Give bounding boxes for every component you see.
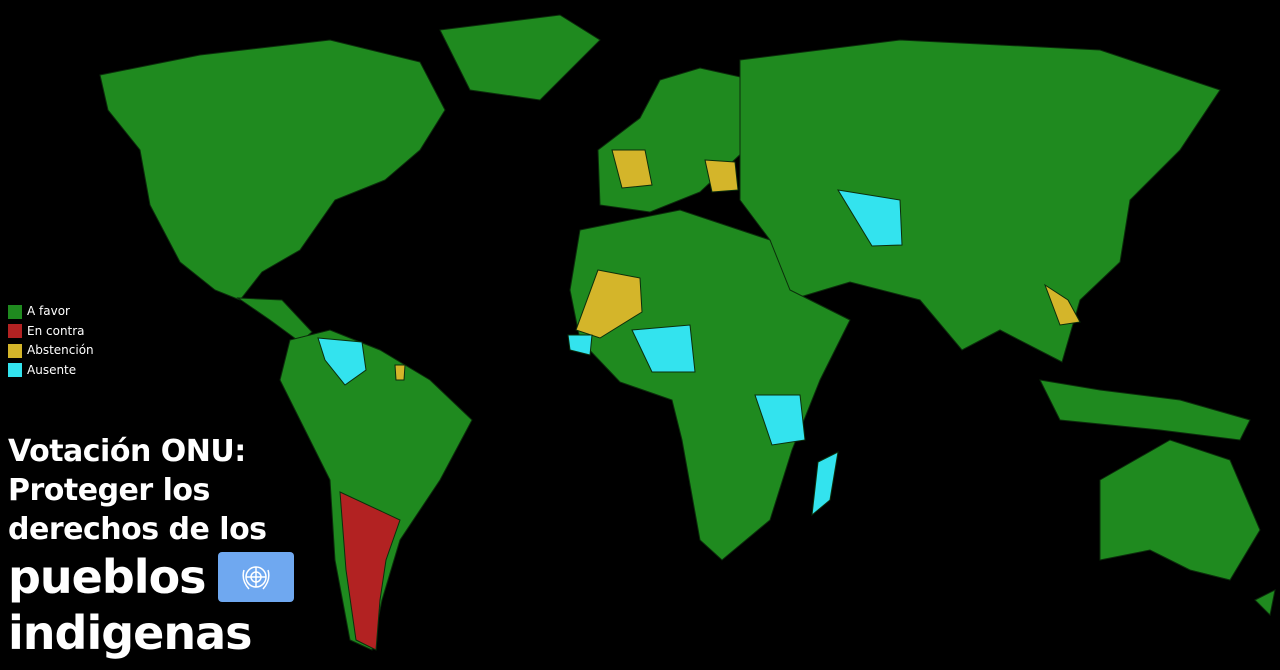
legend: A favor En contra Abstención Ausente <box>8 302 94 380</box>
romania <box>704 159 739 193</box>
title-line: Proteger los <box>8 473 210 508</box>
france <box>611 149 653 189</box>
indonesia <box>1039 379 1251 441</box>
un-flag-icon <box>217 552 294 602</box>
laos <box>1043 283 1081 326</box>
title-line: indigenas <box>8 606 253 660</box>
page-title: Votación ONU: Proteger los derechos de l… <box>8 432 294 661</box>
madagascar <box>811 451 839 517</box>
legend-swatch <box>8 343 22 358</box>
mali <box>575 269 643 339</box>
tanzania <box>754 394 806 446</box>
legend-swatch <box>8 363 22 378</box>
greenland <box>439 14 601 101</box>
new-zealand <box>1254 589 1276 617</box>
nigeria <box>631 324 696 373</box>
australia <box>1099 439 1261 581</box>
legend-item-en-contra: En contra <box>8 322 94 342</box>
afghanistan <box>837 189 903 247</box>
legend-label: Abstención <box>27 343 94 357</box>
legend-item-a-favor: A favor <box>8 302 94 322</box>
guyana <box>394 364 406 381</box>
south-america <box>279 329 473 651</box>
legend-label: En contra <box>27 323 85 338</box>
venezuela <box>317 337 367 386</box>
un-emblem-icon <box>242 566 270 590</box>
legend-swatch <box>8 304 22 319</box>
title-line: derechos de los <box>8 512 267 547</box>
title-line: pueblos <box>8 550 207 604</box>
legend-label: A favor <box>27 304 70 318</box>
title-line: Votación ONU: <box>8 434 246 469</box>
legend-swatch <box>8 324 22 339</box>
legend-label: Ausente <box>27 362 77 377</box>
north-america <box>99 39 446 301</box>
guinea <box>567 334 593 356</box>
legend-item-ausente: Ausente <box>8 361 94 381</box>
argentina <box>339 491 401 651</box>
legend-item-abstencion: Abstención <box>8 341 94 361</box>
central-america <box>236 297 313 343</box>
